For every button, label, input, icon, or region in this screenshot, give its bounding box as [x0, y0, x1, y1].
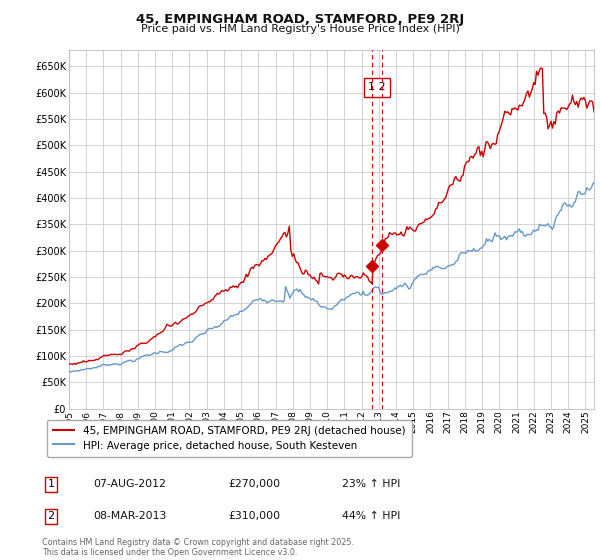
Text: 23% ↑ HPI: 23% ↑ HPI — [342, 479, 400, 489]
Text: 2: 2 — [47, 511, 55, 521]
Text: 1: 1 — [47, 479, 55, 489]
Text: 1 2: 1 2 — [368, 82, 386, 92]
Text: 08-MAR-2013: 08-MAR-2013 — [93, 511, 166, 521]
Text: £270,000: £270,000 — [228, 479, 280, 489]
Text: 45, EMPINGHAM ROAD, STAMFORD, PE9 2RJ: 45, EMPINGHAM ROAD, STAMFORD, PE9 2RJ — [136, 13, 464, 26]
Text: 44% ↑ HPI: 44% ↑ HPI — [342, 511, 400, 521]
Text: Price paid vs. HM Land Registry's House Price Index (HPI): Price paid vs. HM Land Registry's House … — [140, 24, 460, 34]
Legend: 45, EMPINGHAM ROAD, STAMFORD, PE9 2RJ (detached house), HPI: Average price, deta: 45, EMPINGHAM ROAD, STAMFORD, PE9 2RJ (d… — [47, 419, 412, 457]
Text: £310,000: £310,000 — [228, 511, 280, 521]
Text: Contains HM Land Registry data © Crown copyright and database right 2025.
This d: Contains HM Land Registry data © Crown c… — [42, 538, 354, 557]
Text: 07-AUG-2012: 07-AUG-2012 — [93, 479, 166, 489]
